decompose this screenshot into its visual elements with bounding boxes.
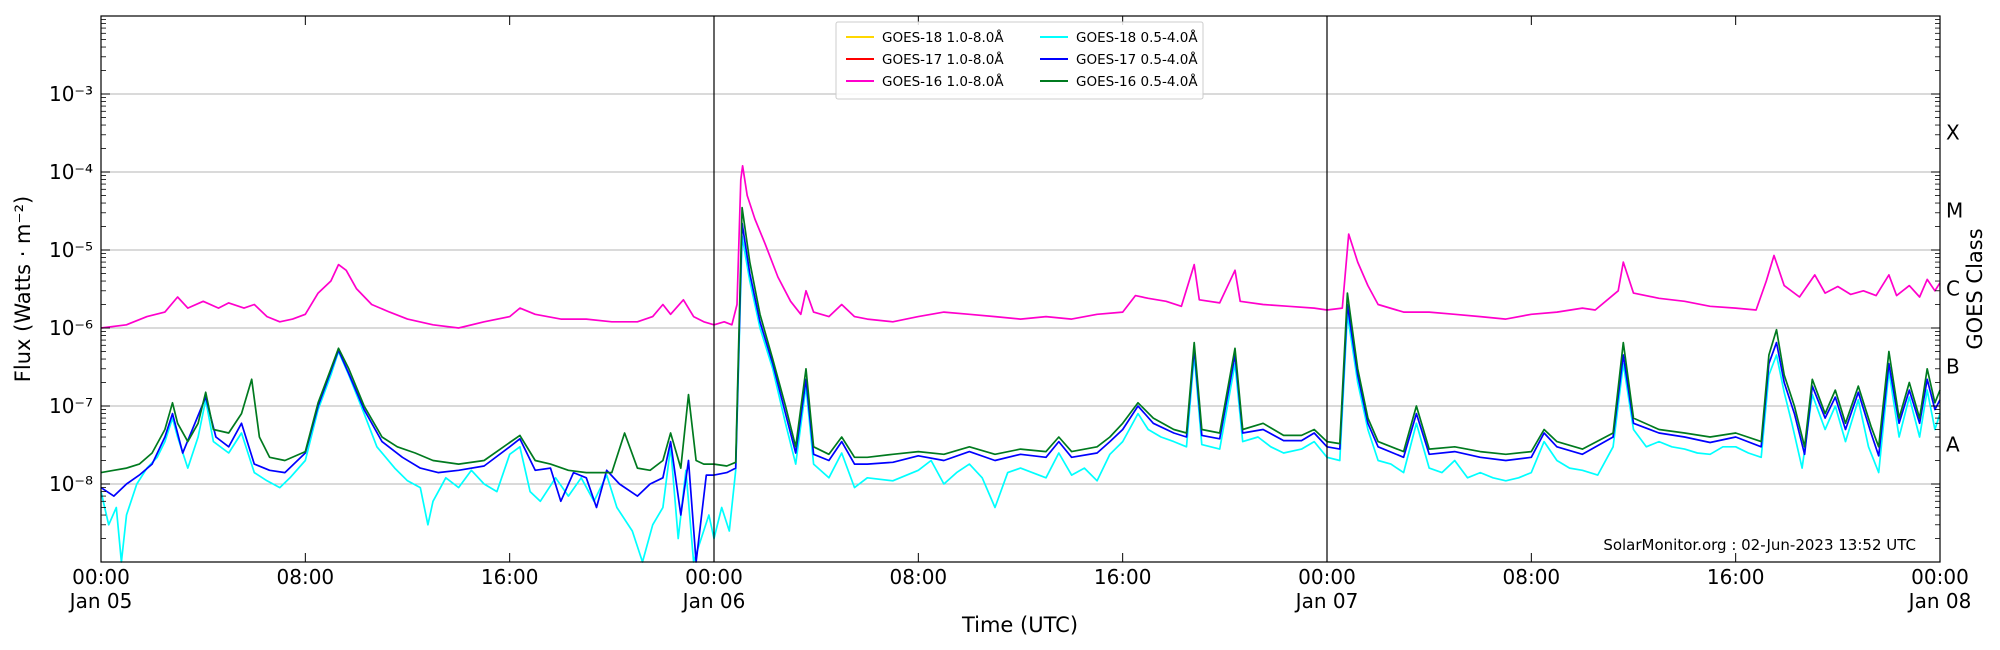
tick-layer xyxy=(100,15,1941,563)
y-tick-labels: 10⁻⁸ 10⁻⁷ 10⁻⁶ 10⁻⁵ 10⁻⁴ 10⁻³ xyxy=(49,82,93,496)
legend: GOES-18 1.0-8.0Å GOES-17 1.0-8.0Å GOES-16 … xyxy=(835,21,1204,100)
series-line xyxy=(100,206,1941,474)
x-axis-title: Time (UTC) xyxy=(961,613,1078,637)
x-tick-label-time: 08:00 xyxy=(890,565,948,589)
x-tick-label-time: 16:00 xyxy=(481,565,539,589)
x-tick-label-time: 00:00 xyxy=(1298,565,1356,589)
y-axis-title: Flux (Watts · m⁻²) xyxy=(11,196,35,382)
x-tick-label-time: 00:00 xyxy=(72,565,130,589)
series-line xyxy=(100,164,1941,329)
legend-items: GOES-18 1.0-8.0Å GOES-17 1.0-8.0Å GOES-16 … xyxy=(846,29,1198,90)
series-line xyxy=(100,235,1941,563)
legend-label: GOES-16 1.0-8.0Å xyxy=(882,73,1004,90)
legend-label: GOES-18 1.0-8.0Å xyxy=(882,29,1004,46)
x-tick-label-time: 16:00 xyxy=(1707,565,1765,589)
y-tick-label: 10⁻⁵ xyxy=(49,238,93,262)
y-tick-label: 10⁻⁶ xyxy=(49,316,93,340)
day-boundary-layer xyxy=(713,16,1328,562)
legend-label: GOES-18 0.5-4.0Å xyxy=(1076,29,1198,46)
goes-class-label: B xyxy=(1946,355,1960,379)
x-tick-label-time: 00:00 xyxy=(1911,565,1969,589)
goes-class-label: A xyxy=(1946,433,1960,457)
goes-class-label: C xyxy=(1946,277,1960,301)
x-tick-label-date: Jan 05 xyxy=(68,589,133,613)
legend-label: GOES-17 0.5-4.0Å xyxy=(1076,51,1198,68)
x-tick-label-time: 08:00 xyxy=(1503,565,1561,589)
x-tick-label-time: 16:00 xyxy=(1094,565,1152,589)
goes-class-labels: A B C M X xyxy=(1946,121,1963,457)
goes-class-label: X xyxy=(1946,121,1960,145)
y-tick-label: 10⁻⁴ xyxy=(49,160,93,184)
x-tick-label-date: Jan 06 xyxy=(681,589,746,613)
series-line xyxy=(100,222,1941,563)
x-tick-label-date: Jan 08 xyxy=(1907,589,1972,613)
source-footer: SolarMonitor.org : 02-Jun-2023 13:52 UTC xyxy=(1603,536,1916,554)
right-axis-title: GOES Class xyxy=(1963,228,1987,349)
goes-class-label: M xyxy=(1946,199,1963,223)
y-tick-label: 10⁻³ xyxy=(49,82,93,106)
y-tick-label: 10⁻⁸ xyxy=(49,472,93,496)
y-tick-label: 10⁻⁷ xyxy=(49,394,93,418)
series-layer xyxy=(100,164,1941,563)
x-tick-label-date: Jan 07 xyxy=(1294,589,1359,613)
legend-box xyxy=(835,21,1204,100)
plot-frame xyxy=(100,15,1941,563)
legend-label: GOES-17 1.0-8.0Å xyxy=(882,51,1004,68)
x-tick-label-time: 08:00 xyxy=(277,565,335,589)
x-tick-label-time: 00:00 xyxy=(685,565,743,589)
legend-label: GOES-16 0.5-4.0Å xyxy=(1076,73,1198,90)
